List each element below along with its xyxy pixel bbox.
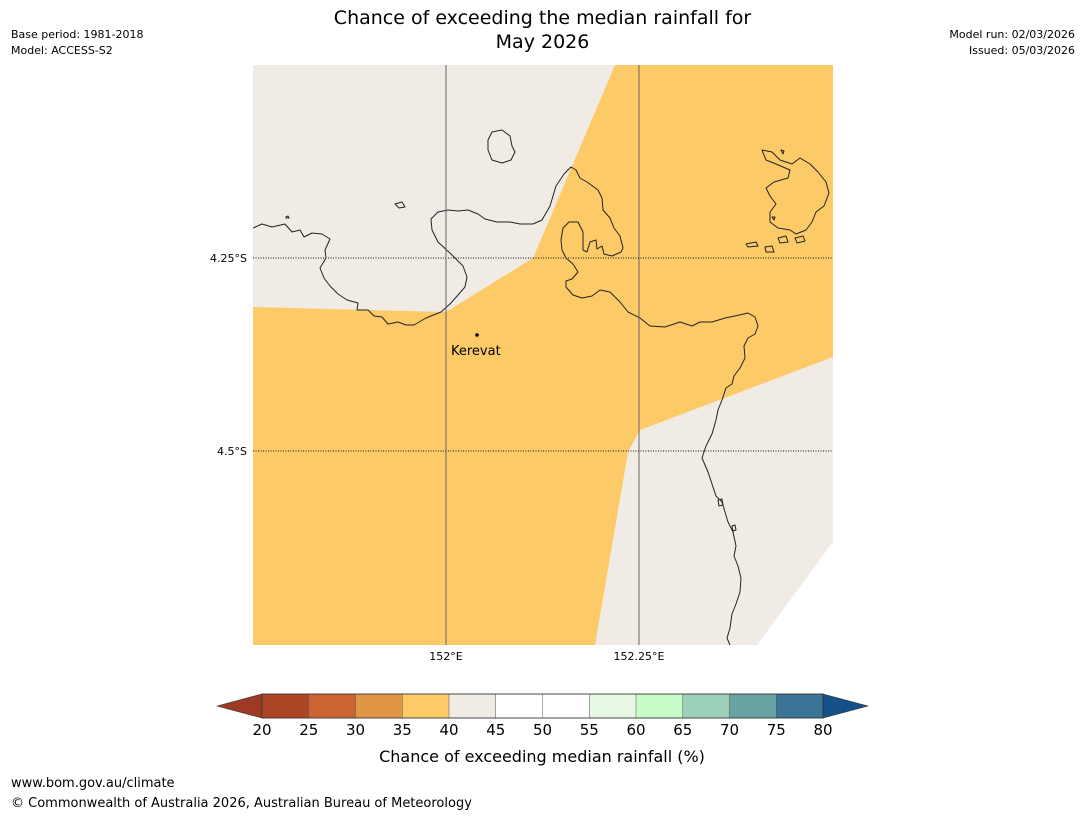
- colorbar-outline: [261, 693, 824, 719]
- colorbar-tick-label: 45: [486, 721, 505, 739]
- duke-islet-3: [777, 235, 789, 244]
- lat-label-4-25s: 4.25°S: [210, 252, 247, 265]
- title-line-1: Chance of exceeding the median rainfall …: [333, 7, 752, 29]
- meta-left: Base period: 1981-2018 Model: ACCESS-S2: [11, 27, 143, 59]
- lon-label-152-25e: 152.25°E: [614, 650, 665, 663]
- islet-3: [731, 524, 737, 532]
- islet-2: [285, 215, 290, 219]
- duke-islet-1: [745, 241, 759, 248]
- map-title: Chance of exceeding the median rainfall …: [0, 6, 1085, 54]
- colorbar-tick-label: 40: [439, 721, 458, 739]
- colorbar-segment: [682, 693, 731, 719]
- colorbar-segment: [261, 693, 310, 719]
- coastline-gazelle-north: [252, 166, 759, 646]
- colorbar-tick-label: 70: [720, 721, 739, 739]
- issued-date: Issued: 05/03/2026: [968, 44, 1075, 57]
- footer: www.bom.gov.au/climate © Commonwealth of…: [11, 774, 472, 814]
- colorbar-tick-label: 65: [673, 721, 692, 739]
- colorbar-under-arrow: [215, 693, 263, 719]
- colorbar-tick-label: 20: [252, 721, 271, 739]
- base-period: Base period: 1981-2018: [11, 28, 144, 41]
- duke-islet-4: [794, 235, 806, 244]
- map-panel: 4.25°S 4.5°S 152°E 152.25°E Kerevat: [210, 65, 833, 663]
- footer-url[interactable]: www.bom.gov.au/climate: [11, 776, 175, 791]
- colorbar-segment: [402, 693, 450, 719]
- colorbar-tick-label: 75: [767, 721, 786, 739]
- colorbar-tick-label: 30: [346, 721, 365, 739]
- meta-right: Model run: 02/03/2026 Issued: 05/03/2026: [949, 27, 1075, 59]
- colorbar-label: Chance of exceeding median rainfall (%): [379, 747, 705, 766]
- title-line-2: May 2026: [495, 31, 590, 53]
- colorbar-tick-label: 55: [580, 721, 599, 739]
- model-name: Model: ACCESS-S2: [11, 44, 113, 57]
- colorbar-tick-label: 50: [533, 721, 552, 739]
- colorbar-tick-label: 60: [626, 721, 645, 739]
- colorbar-segment: [495, 693, 544, 719]
- colorbar: 20 25 30 35 40 45 50 55 60 65 70 75 80 Chance of exc…: [215, 693, 870, 766]
- duke-islet-6: [771, 216, 776, 221]
- islet-4: [717, 498, 724, 507]
- colorbar-segment: [776, 693, 824, 719]
- category-35-40-region: [253, 65, 833, 645]
- island-north: [487, 129, 516, 164]
- map-corner-mask: [757, 542, 833, 645]
- lat-label-4-5s: 4.5°S: [217, 445, 247, 458]
- duke-islet-2: [764, 245, 775, 253]
- colorbar-segment: [729, 693, 777, 719]
- duke-islet-5: [780, 149, 785, 155]
- lon-label-152e: 152°E: [429, 650, 462, 663]
- place-label-kerevat: Kerevat: [451, 344, 501, 359]
- colorbar-tick-label: 35: [393, 721, 412, 739]
- duke-of-york-islands: [761, 149, 830, 235]
- colorbar-segment: [308, 693, 357, 719]
- colorbar-tick-label: 25: [299, 721, 318, 739]
- colorbar-over-arrow: [822, 693, 870, 719]
- colorbar-segment: [589, 693, 637, 719]
- place-marker-kerevat: [475, 333, 479, 337]
- colorbar-ticks: 20 25 30 35 40 45 50 55 60 65 70 75 80: [252, 721, 832, 739]
- colorbar-segment: [542, 693, 590, 719]
- colorbar-segment: [635, 693, 684, 719]
- model-run: Model run: 02/03/2026: [949, 28, 1075, 41]
- islet-1: [394, 201, 406, 209]
- colorbar-segments: [261, 693, 824, 719]
- colorbar-segment: [355, 693, 403, 719]
- graticule: [253, 65, 833, 645]
- colorbar-segment: [448, 693, 497, 719]
- colorbar-tick-label: 80: [813, 721, 832, 739]
- coastline: [252, 129, 830, 646]
- footer-copyright: © Commonwealth of Australia 2026, Austra…: [11, 796, 472, 811]
